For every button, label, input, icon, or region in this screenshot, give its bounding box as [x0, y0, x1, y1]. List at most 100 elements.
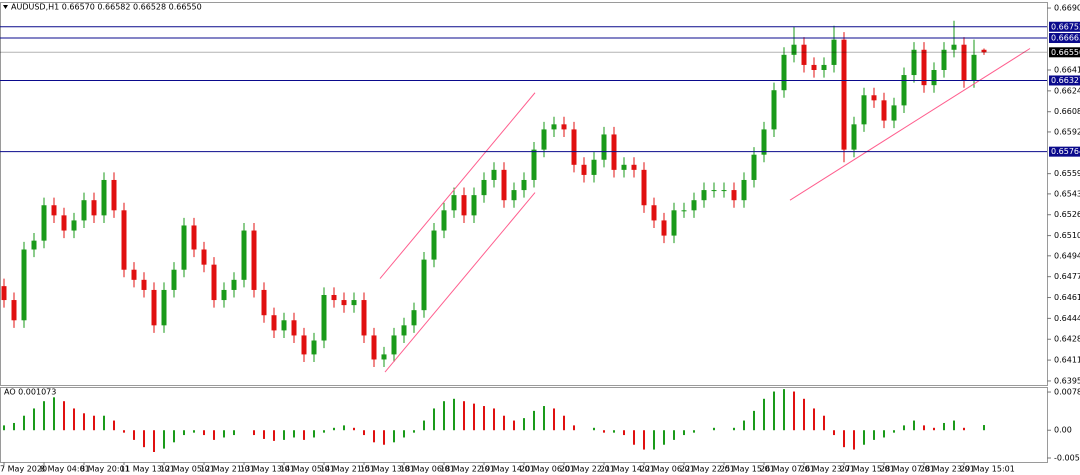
candle-body — [811, 64, 817, 70]
candle-body — [421, 259, 427, 311]
candle-body — [821, 64, 827, 70]
candle-body — [941, 49, 947, 70]
candle-body — [791, 44, 797, 55]
candle-body — [911, 49, 917, 76]
candle-body — [71, 220, 77, 231]
candle-body — [261, 289, 267, 316]
x-tick-label: 14 May 21:01 — [320, 465, 375, 474]
x-tick-label: 19 May 14:01 — [480, 465, 535, 474]
y-tick-label: 0.64445 — [1054, 314, 1080, 323]
candle-body — [81, 200, 87, 221]
candle-body — [951, 44, 957, 50]
candle-body — [721, 190, 727, 192]
candle-body — [141, 279, 147, 290]
candle-body — [51, 205, 57, 216]
candle-body — [631, 164, 637, 170]
x-tick-label: 14 May 05:01 — [280, 465, 335, 474]
x-tick-label: 12 May 05:01 — [160, 465, 215, 474]
candle-body — [111, 179, 117, 211]
level-label-box — [1049, 21, 1080, 32]
candle-body — [451, 195, 457, 211]
candle-body — [151, 289, 157, 326]
candle-body — [201, 249, 207, 265]
y-tick-label: 0.64115 — [1054, 356, 1080, 365]
candle-body — [91, 200, 97, 216]
level-label-box — [1049, 33, 1080, 44]
candle-body — [861, 95, 867, 125]
y-tick-label: -0.005743 — [1054, 454, 1080, 463]
level-label: 0.66663 — [1051, 34, 1080, 43]
candle-body — [331, 294, 337, 301]
candle-body — [971, 54, 977, 81]
x-tick-label: 18 May 06:01 — [400, 465, 455, 474]
candle-body — [61, 215, 67, 231]
candle-body — [581, 164, 587, 175]
candle-body — [401, 325, 407, 336]
level-label-box — [1049, 47, 1080, 58]
candle-body — [471, 195, 477, 216]
trend-line — [379, 92, 536, 279]
x-tick-label: 27 May 15:01 — [840, 465, 895, 474]
candle-body — [871, 95, 877, 101]
level-label: 0.66550 — [1051, 48, 1080, 57]
candle-body — [351, 300, 357, 306]
candle-body — [711, 190, 717, 192]
candle-body — [761, 129, 767, 155]
level-label: 0.66327 — [1051, 76, 1080, 85]
candle-body — [841, 39, 847, 150]
candle-body — [651, 205, 657, 221]
candle-body — [981, 49, 987, 53]
x-tick-label: 20 May 22:01 — [560, 465, 615, 474]
candle-body — [161, 289, 167, 326]
candle-body — [831, 39, 837, 65]
candle-body — [481, 179, 487, 196]
candle-body — [901, 75, 907, 106]
candle-body — [601, 134, 607, 160]
candle-body — [731, 190, 737, 201]
candle-body — [521, 179, 527, 191]
candle-body — [641, 169, 647, 206]
candle-body — [771, 90, 777, 130]
x-tick-label: 28 May 07:01 — [880, 465, 935, 474]
panel-title: AO 0.001073 — [4, 388, 56, 397]
x-tick-label: 13 May 13:01 — [240, 465, 295, 474]
candle-body — [21, 249, 27, 321]
x-tick-label: 20 May 06:01 — [520, 465, 575, 474]
x-tick-label: 7 May 2020 — [0, 465, 47, 474]
candle-body — [781, 54, 787, 91]
candle-body — [411, 310, 417, 326]
candle-body — [341, 300, 347, 306]
y-tick-label: 0.66245 — [1054, 86, 1080, 95]
y-tick-label: 0.65265 — [1054, 210, 1080, 219]
candle-body — [131, 269, 137, 280]
candle-body — [391, 335, 397, 355]
menu-icon — [3, 5, 8, 9]
y-tick-label: 0.64775 — [1054, 272, 1080, 281]
candle-body — [851, 124, 857, 150]
x-tick-label: 22 May 06:01 — [640, 465, 695, 474]
y-tick-label: 0.63950 — [1054, 376, 1080, 385]
candle-body — [431, 230, 437, 260]
candle-body — [121, 210, 127, 270]
x-tick-label: 11 May 13:01 — [120, 465, 175, 474]
x-tick-label: 15 May 13:01 — [360, 465, 415, 474]
x-tick-label: 28 May 23:01 — [920, 465, 975, 474]
y-tick-label: 0.00 — [1054, 426, 1072, 435]
candle-body — [221, 289, 227, 301]
candle-body — [211, 264, 217, 301]
candle-body — [551, 124, 557, 130]
candle-body — [511, 190, 517, 201]
x-tick-label: 26 May 07:01 — [760, 465, 815, 474]
level-label-box — [1049, 75, 1080, 86]
candle-body — [531, 149, 537, 180]
x-tick-label: 22 May 22:01 — [680, 465, 735, 474]
candle-body — [41, 205, 47, 241]
